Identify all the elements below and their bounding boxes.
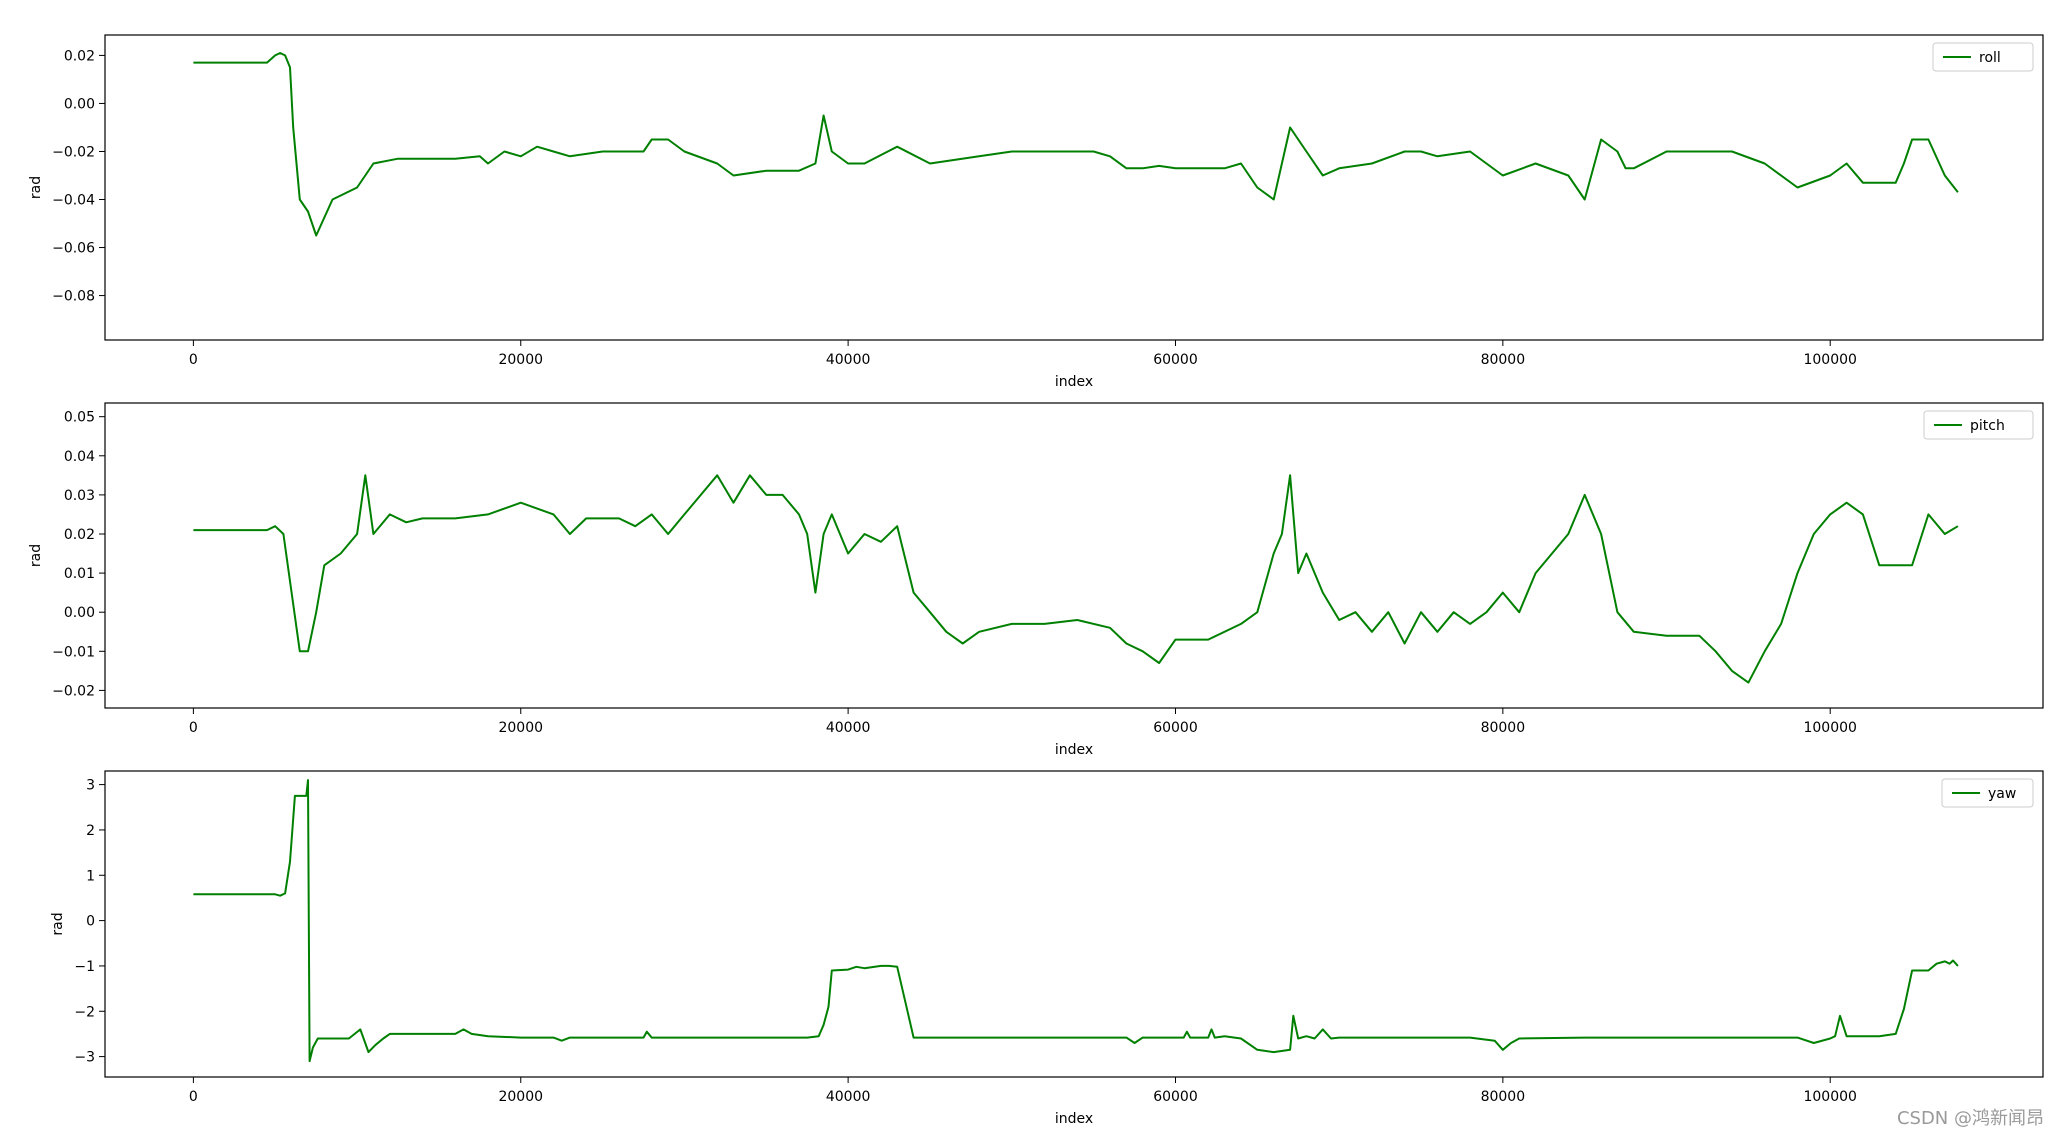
- legend-box: [1923, 410, 2034, 440]
- axes-frame: [104, 402, 2044, 709]
- pitch-subplot: 0 20000 40000 60000 80000 100000 −0.02 −0.01 0.0…: [28, 402, 2044, 758]
- y-tick-label: −0.08: [52, 289, 95, 305]
- y-tick-label: 3: [86, 778, 95, 794]
- x-tick-label: 60000: [1153, 352, 1198, 368]
- y-tick-label: 0.00: [64, 96, 95, 112]
- x-tick-label: 40000: [826, 720, 871, 736]
- x-tick-label: 20000: [498, 1089, 543, 1105]
- x-tick-label: 100000: [1803, 352, 1856, 368]
- legend-label: yaw: [1988, 786, 2016, 802]
- x-axis-label: index: [1055, 1111, 1093, 1127]
- csdn-watermark: CSDN @鸿新闻昂: [1896, 1108, 2044, 1129]
- y-tick-label: 0.05: [64, 410, 95, 426]
- y-tick-label: −0.01: [52, 644, 95, 660]
- x-tick-label: 80000: [1481, 1089, 1526, 1105]
- yaw-series-line: [193, 779, 1959, 1063]
- x-tick-label: 40000: [826, 1089, 871, 1105]
- x-tick-label: 100000: [1803, 1089, 1856, 1105]
- x-tick-label: 80000: [1481, 352, 1526, 368]
- legend-box: [1932, 42, 2034, 72]
- x-axis-label: index: [1055, 742, 1093, 758]
- x-axis-label: index: [1055, 374, 1093, 390]
- roll-subplot: 0 20000 40000 60000 80000 100000 −0.08 −0.06 −0.…: [28, 34, 2044, 390]
- y-axis-label: rad: [28, 176, 44, 199]
- x-tick-label: 60000: [1153, 1089, 1198, 1105]
- x-tick-label: 60000: [1153, 720, 1198, 736]
- y-tick-label: −0.06: [52, 241, 95, 257]
- x-tick-label: 100000: [1803, 720, 1856, 736]
- x-tick-label: 20000: [498, 720, 543, 736]
- y-axis-label: rad: [50, 912, 66, 935]
- y-tick-label: 0.03: [64, 488, 95, 504]
- y-tick-label: −0.04: [52, 193, 95, 209]
- x-tick-label: 0: [189, 720, 198, 736]
- x-tick-label: 20000: [498, 352, 543, 368]
- y-tick-label: 0.01: [64, 566, 95, 582]
- y-tick-label: −0.02: [52, 144, 95, 160]
- y-tick-label: 0.02: [64, 48, 95, 64]
- y-tick-label: −3: [74, 1050, 95, 1066]
- x-tick-label: 40000: [826, 352, 871, 368]
- y-tick-label: 1: [86, 868, 95, 884]
- y-tick-label: 2: [86, 823, 95, 839]
- pitch-series-line: [193, 474, 1959, 684]
- axes-frame: [104, 770, 2044, 1078]
- y-tick-label: 0.04: [64, 449, 95, 465]
- y-tick-label: −2: [74, 1004, 95, 1020]
- legend-label: pitch: [1970, 418, 2005, 434]
- legend-box: [1941, 778, 2034, 808]
- yaw-subplot: 0 20000 40000 60000 80000 100000 −3 −2 −1 0 1 2 3 ind…: [50, 770, 2044, 1127]
- x-tick-label: 80000: [1481, 720, 1526, 736]
- y-tick-label: −0.02: [52, 683, 95, 699]
- axes-frame: [104, 34, 2044, 341]
- y-tick-label: 0.00: [64, 605, 95, 621]
- roll-series-line: [193, 52, 1959, 237]
- x-tick-label: 0: [189, 1089, 198, 1105]
- y-tick-label: 0: [86, 914, 95, 930]
- legend-label: roll: [1979, 50, 2001, 66]
- x-tick-label: 0: [189, 352, 198, 368]
- y-axis-label: rad: [28, 544, 44, 567]
- y-tick-label: 0.02: [64, 527, 95, 543]
- y-tick-label: −1: [74, 959, 95, 975]
